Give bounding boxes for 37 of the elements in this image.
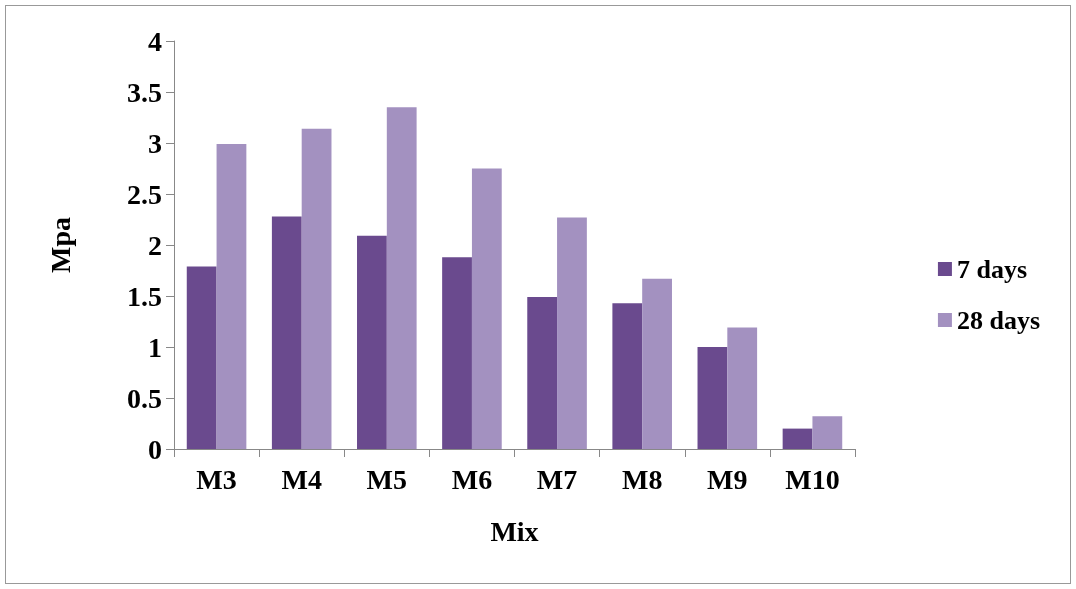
bar [471, 168, 502, 449]
x-axis-title: Mix [490, 515, 539, 547]
bar [386, 107, 417, 449]
x-tick-label: M6 [451, 463, 493, 495]
y-tick-label: 3 [148, 127, 162, 159]
bar [557, 217, 587, 449]
bar [727, 327, 758, 449]
x-tick-label: M9 [707, 463, 748, 495]
y-tick-label: 0 [148, 433, 162, 465]
bar [301, 128, 332, 449]
bar [216, 144, 247, 449]
x-tick-label: M3 [196, 463, 237, 495]
x-tick-label: M10 [785, 463, 840, 495]
bar [612, 303, 643, 449]
y-tick-label: 4 [148, 25, 162, 57]
x-tick-label: M7 [536, 463, 578, 495]
bar [186, 266, 217, 449]
bar [642, 278, 672, 449]
legend-label: 28 days [956, 305, 1040, 335]
y-axis-title: Mpa [44, 217, 76, 273]
bar [812, 416, 843, 449]
bar [442, 257, 472, 449]
legend-label: 7 days [956, 254, 1027, 284]
x-tick-label: M4 [281, 463, 322, 495]
bar [782, 428, 813, 449]
y-tick-label: 0.5 [127, 382, 162, 414]
y-tick-label: 2 [148, 229, 162, 261]
x-tick-label: M5 [366, 463, 408, 495]
y-tick-label: 3.5 [127, 76, 162, 108]
y-tick-label: 1.5 [127, 280, 162, 312]
bar [527, 297, 558, 449]
bar [357, 235, 387, 449]
bar [271, 216, 302, 449]
x-tick-label: M8 [621, 463, 663, 495]
bar [697, 347, 728, 449]
y-tick-label: 2.5 [127, 178, 162, 210]
y-tick-label: 1 [148, 331, 162, 363]
